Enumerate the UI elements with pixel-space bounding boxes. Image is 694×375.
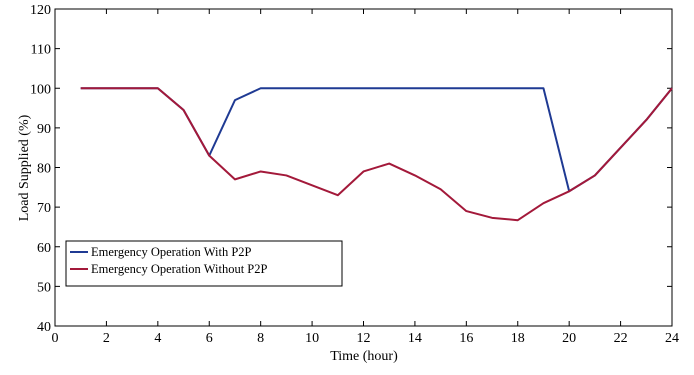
y-tick-label: 100 (30, 82, 51, 97)
x-tick-label: 4 (154, 331, 161, 346)
y-axis-title: Load Supplied (%) (17, 114, 32, 221)
x-tick-label: 16 (459, 331, 473, 346)
x-tick-label: 12 (357, 331, 371, 346)
y-tick-label: 90 (37, 122, 51, 137)
legend-label-with-p2p: Emergency Operation With P2P (91, 245, 252, 259)
legend: Emergency Operation With P2P Emergency O… (65, 240, 343, 287)
x-tick-label: 10 (305, 331, 319, 346)
y-tick-label: 40 (37, 320, 51, 335)
series-line-with-p2p (80, 87, 673, 193)
series-line-without-p2p (80, 87, 673, 222)
x-axis-title: Time (hour) (330, 349, 398, 364)
x-tick-label: 22 (614, 331, 628, 346)
legend-box (65, 240, 343, 287)
x-tick-label: 0 (52, 331, 59, 346)
x-tick-label: 6 (206, 331, 213, 346)
x-tick-label: 2 (103, 331, 110, 346)
y-tick-label: 120 (30, 3, 51, 18)
x-tick-label: 8 (257, 331, 264, 346)
y-tick-label: 70 (37, 201, 51, 216)
series-layer (80, 87, 673, 222)
y-tick-label: 50 (37, 280, 51, 295)
axes-layer: 0 2 4 6 8 10 12 14 16 18 20 22 244050607080901001101… (30, 3, 679, 346)
x-tick-label: 24 (665, 331, 679, 346)
y-tick-label: 110 (31, 43, 51, 58)
y-tick-label: 80 (37, 162, 51, 177)
x-tick-label: 14 (408, 331, 422, 346)
legend-label-without-p2p: Emergency Operation Without P2P (91, 262, 267, 276)
y-tick-label: 60 (37, 241, 51, 256)
x-tick-label: 20 (562, 331, 576, 346)
x-tick-label: 18 (511, 331, 525, 346)
